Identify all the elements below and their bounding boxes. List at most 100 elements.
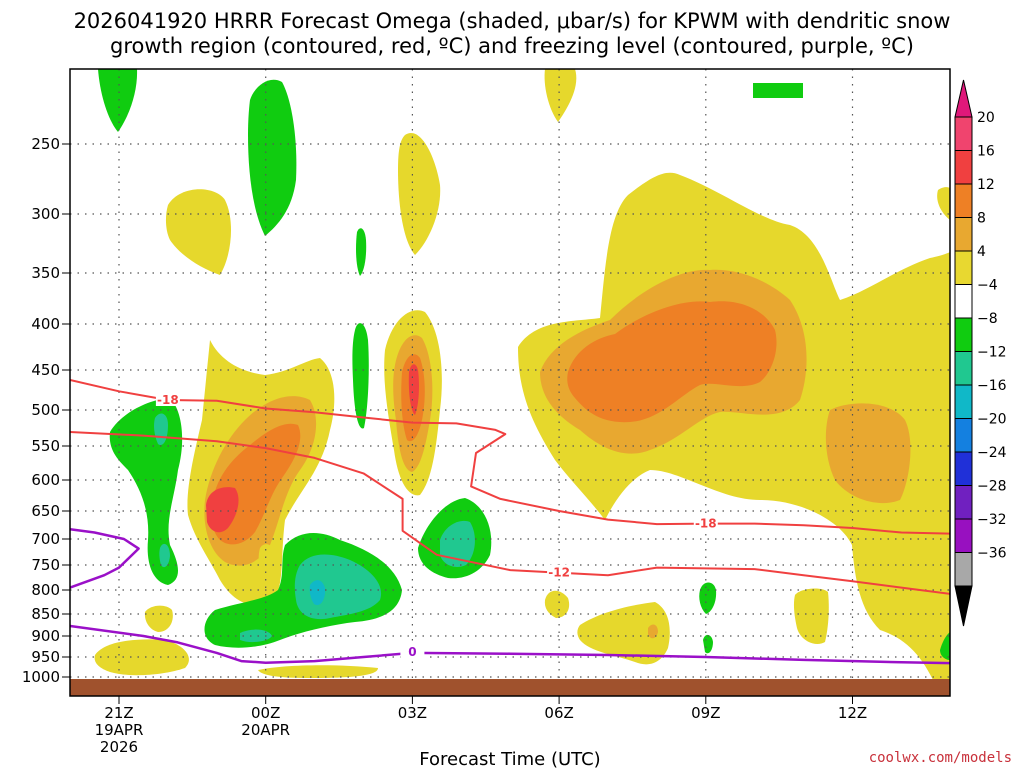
colorbar-segment [954,217,973,252]
pos-blob-low-4 [258,544,276,577]
contour-label-background [155,391,180,406]
colorbar-label: −32 [977,512,1007,528]
colorbar-segment [954,250,973,285]
y-tick-label: 450 [31,361,60,379]
y-axis: 250 300 350 400 450 500 550 600 650 700 750 800 850 9… [22,135,70,686]
pos-blob-low-3 [258,665,378,678]
neg-region-6-low [240,629,272,643]
colorbar-segment [954,518,973,553]
pos-blob-low-7 [793,588,829,645]
contour-line [70,379,950,535]
neg-region-6-core [309,580,326,606]
pos-region-right-lower [825,403,911,504]
colorbar-top-arrow [954,79,973,118]
x-tick-label: 21Z [104,704,133,722]
neg-region-5 [109,398,183,585]
neg-region-4 [352,323,369,429]
pos-streak-3 [544,69,577,122]
legend-swatch [753,83,803,98]
y-tick-label: 1000 [22,668,60,686]
pos-region-right-core [567,301,777,423]
y-tick-label: 300 [31,205,60,223]
chart-title-line-2: growth region (contoured, red, ºC) and f… [110,34,914,58]
pos-blob-low-6-core [648,624,658,639]
contour-label-background [547,564,572,579]
colorbar-label: 16 [977,144,995,160]
contour-line [70,431,950,595]
pos-blob-low-2 [144,605,173,632]
neg-region-3 [356,228,367,276]
x-tick-label: 2026 [100,738,138,756]
y-tick-label: 700 [31,530,60,548]
colorbar-segment [954,418,973,453]
y-tick-label: 400 [31,315,60,333]
pos-region-right-top [937,187,950,220]
temperature-contours: -18 -18 -12 0 [70,379,950,665]
contour-label-background [400,644,425,659]
contour-label: -18 [695,517,717,531]
colorbar-label: −24 [977,445,1007,461]
pos-region-right [518,172,950,695]
contour-line [70,527,140,589]
colorbar-segment [954,317,973,352]
y-tick-label: 550 [31,437,60,455]
colorbar-segment [954,116,973,151]
pos-blob-low-1 [94,639,189,676]
colorbar-segment [954,451,973,486]
y-tick-label: 850 [31,605,60,623]
x-tick-label: 19APR [95,721,144,739]
x-axis-label: Forecast Time (UTC) [419,749,600,768]
neg-region-10 [940,632,950,660]
contour-label: -18 [157,393,179,407]
y-tick-label: 600 [31,471,60,489]
neg-region-8 [699,582,717,614]
pos-blob-low-5 [544,590,570,618]
colorbar-segment [954,183,973,218]
colorbar-label: 20 [977,110,995,126]
colorbar-bottom-arrow [954,585,973,627]
credit-text: coolwx.com/models [869,750,1012,766]
x-tick-label: 03Z [398,704,427,722]
x-tick-label: 06Z [544,704,573,722]
colorbar: 20 16 12 8 4 −4 −8 −12 −16 −20 −24 −28 −32 −36 [954,79,1007,627]
contour-label: 0 [408,645,416,659]
colorbar-label: −4 [977,278,998,294]
colorbar-label: 8 [977,211,986,227]
x-tick-label: 00Z [251,704,280,722]
colorbar-label: −20 [977,412,1007,428]
colorbar-label: −28 [977,479,1007,495]
neg-region-7-mid [440,520,475,567]
neg-region-2 [248,79,297,236]
colorbar-label: −16 [977,378,1007,394]
colorbar-segment [954,284,973,319]
contour-line [70,624,950,665]
x-tick-label: 12Z [838,704,867,722]
colorbar-segment [954,552,973,587]
x-tick-label: 20APR [241,721,290,739]
colorbar-label: 12 [977,177,995,193]
pos-streak-2 [398,133,441,255]
pos-streak-1 [165,189,232,275]
colorbar-segment [954,150,973,185]
neg-region-1 [98,69,138,132]
y-tick-label: 250 [31,135,60,153]
ground-surface [70,679,950,696]
pos-blob-low-6 [577,602,670,665]
plot-frame [69,68,951,697]
plot-area: -18 -18 -12 0 [69,68,951,697]
chart-title-line-1: 2026041920 HRRR Forecast Omega (shaded, … [74,9,951,33]
colorbar-segment [954,351,973,386]
y-tick-label: 500 [31,401,60,419]
x-tick-label: 09Z [691,704,720,722]
y-tick-label: 750 [31,556,60,574]
neg-region-5-low [159,543,170,568]
colorbar-label: −8 [977,311,998,327]
colorbar-label: 4 [977,244,986,260]
pos-column-03z-max [408,364,419,415]
omega-shading [94,69,950,695]
colorbar-label: −36 [977,546,1007,562]
y-tick-label: 650 [31,502,60,520]
colorbar-segment [954,485,973,520]
